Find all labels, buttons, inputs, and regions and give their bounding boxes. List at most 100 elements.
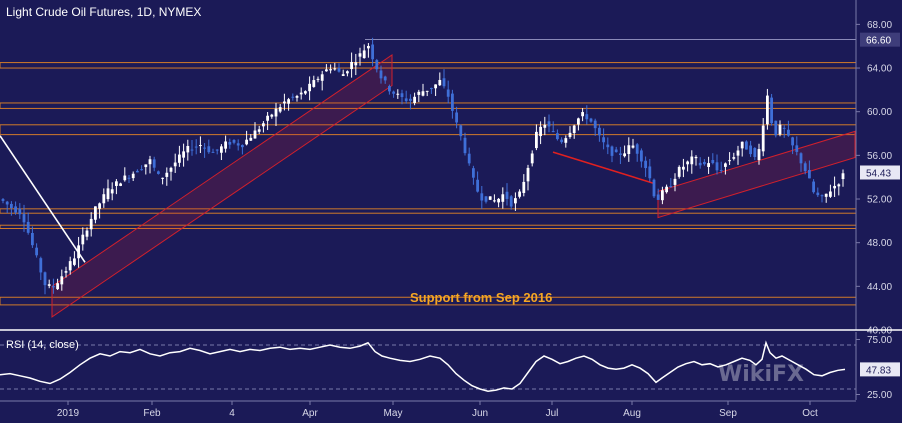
candle — [274, 102, 278, 126]
candle — [220, 144, 223, 161]
candle — [115, 179, 118, 195]
candle — [371, 37, 374, 67]
candle — [522, 174, 526, 197]
candle — [610, 145, 614, 163]
candle — [98, 202, 101, 219]
candle — [291, 93, 295, 101]
candle — [791, 136, 794, 155]
candle — [459, 124, 463, 141]
candle — [812, 179, 815, 194]
time-tick-label: May — [384, 408, 403, 419]
candle — [333, 62, 337, 71]
candle — [207, 139, 211, 154]
candle — [304, 90, 307, 95]
candle — [501, 187, 505, 209]
trend-line — [552, 151, 656, 185]
candle — [644, 156, 647, 177]
candle — [249, 134, 253, 141]
candle — [396, 89, 400, 99]
candle — [312, 75, 316, 88]
svg-text:66.60: 66.60 — [866, 36, 891, 47]
candle — [627, 137, 631, 162]
price-tick-label: 44.00 — [867, 282, 892, 293]
candle — [732, 152, 736, 161]
candle — [682, 158, 685, 178]
candle — [350, 52, 353, 78]
candle — [169, 166, 173, 181]
candle — [388, 84, 391, 95]
candle — [358, 47, 362, 66]
candle — [707, 156, 710, 174]
svg-text:47.83: 47.83 — [866, 365, 891, 376]
candle — [56, 278, 59, 291]
trend-line — [0, 135, 86, 263]
candle — [724, 162, 727, 175]
candle — [833, 176, 836, 197]
candle — [257, 125, 261, 135]
candle — [161, 177, 164, 185]
candle — [320, 70, 324, 91]
candle — [467, 147, 471, 166]
candle — [774, 120, 778, 138]
candle — [761, 118, 765, 157]
candle — [241, 144, 244, 155]
candle — [18, 203, 22, 220]
candle — [228, 138, 232, 149]
candle — [665, 184, 668, 194]
candle — [820, 194, 824, 203]
candle — [148, 155, 152, 174]
candle — [106, 179, 110, 202]
candle — [89, 212, 93, 237]
candle — [614, 146, 618, 153]
candle — [803, 161, 807, 175]
candle — [346, 70, 349, 77]
rsi-dashed-levels — [0, 344, 856, 390]
candle — [64, 266, 68, 278]
candle — [400, 89, 404, 105]
candle — [602, 128, 605, 150]
candle — [568, 126, 572, 139]
candle — [619, 146, 622, 165]
candle — [224, 135, 227, 153]
candle — [383, 75, 387, 84]
price-tags: 66.60 54.43 — [860, 32, 900, 180]
candle — [43, 271, 47, 295]
candle — [480, 186, 484, 210]
candle — [68, 256, 72, 275]
candle — [140, 165, 143, 171]
candle — [190, 140, 194, 156]
candle — [736, 145, 740, 165]
candle — [451, 89, 454, 119]
candle — [5, 200, 9, 214]
candle — [81, 227, 85, 251]
candle — [795, 136, 799, 156]
rsi-title: RSI (14, close) — [6, 339, 79, 351]
candle — [278, 104, 282, 114]
candle — [572, 124, 576, 139]
candle — [417, 89, 421, 103]
candle — [581, 108, 584, 122]
candle — [661, 186, 664, 205]
candle — [253, 122, 257, 139]
time-tick-label: Oct — [802, 408, 818, 419]
candle — [26, 212, 30, 235]
candle — [585, 105, 589, 125]
candle — [173, 153, 177, 173]
candle — [430, 87, 433, 94]
candle — [232, 139, 236, 145]
support-annotation: Support from Sep 2016 — [410, 290, 552, 305]
candle — [686, 160, 689, 172]
price-tick-label: 68.00 — [867, 20, 892, 31]
candle — [245, 130, 248, 146]
candle — [463, 132, 467, 156]
candle — [837, 183, 841, 196]
rsi-axis-ticks: 25.00 75.00 — [856, 335, 892, 401]
candle — [787, 120, 790, 137]
rsi-line — [0, 340, 846, 392]
candle — [379, 65, 383, 84]
candle — [551, 121, 555, 133]
candle — [186, 139, 190, 161]
candle — [472, 165, 475, 185]
candle — [728, 152, 731, 166]
svg-text:54.43: 54.43 — [866, 168, 891, 179]
